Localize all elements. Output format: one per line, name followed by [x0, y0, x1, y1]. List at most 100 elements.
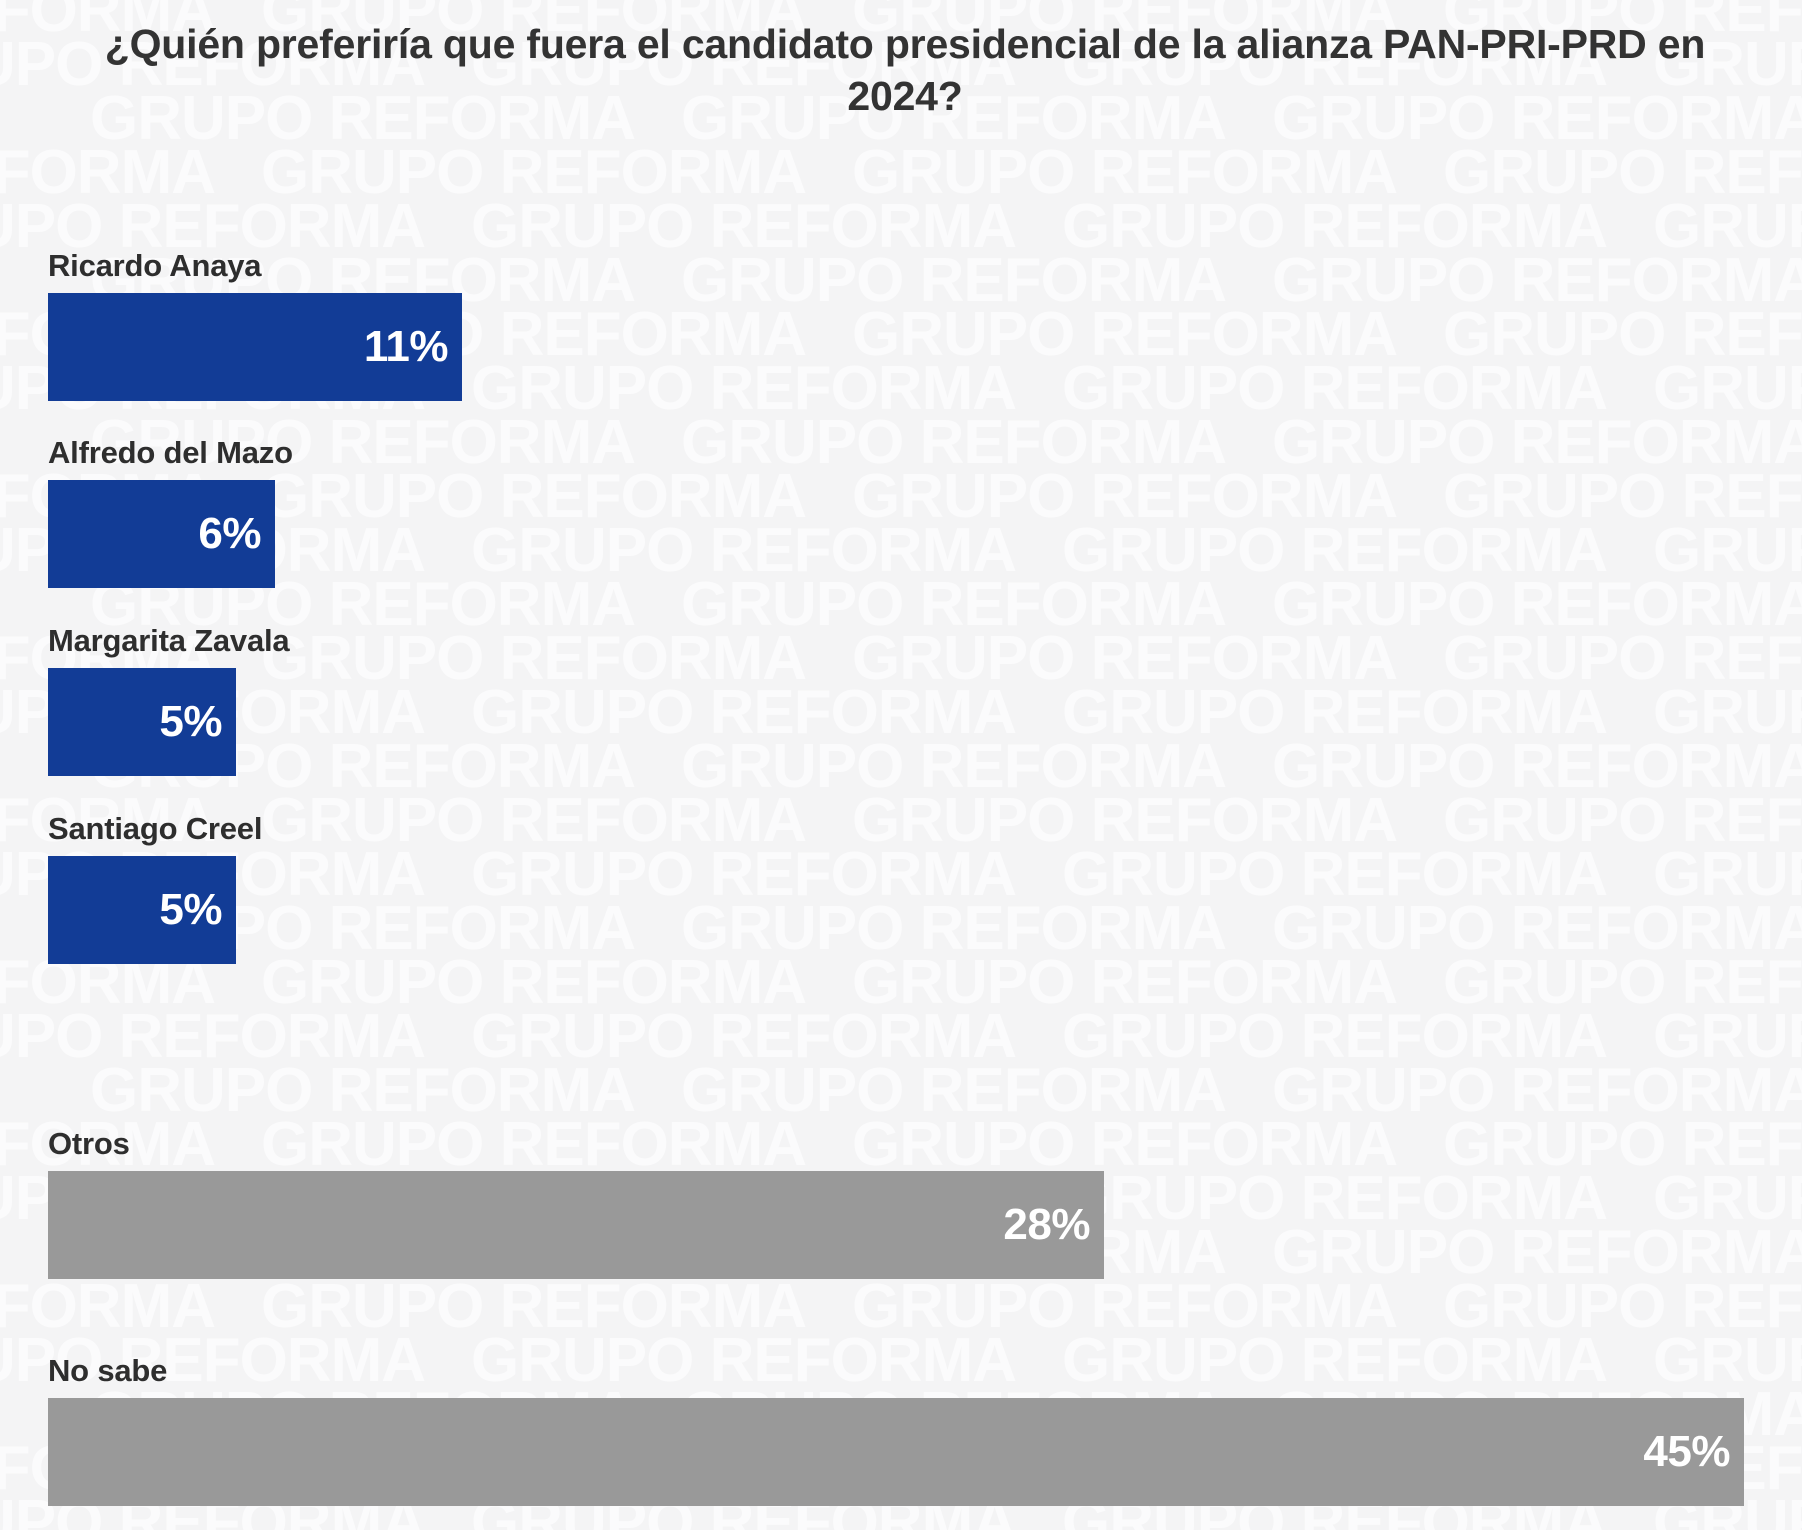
watermark-text: GRUPO REFORMA — [1062, 30, 1608, 99]
watermark-text: GRUPO REFORMA — [90, 408, 636, 477]
bar-value-label: 5% — [159, 697, 222, 746]
watermark-text: GRUPO REFORMA — [852, 786, 1398, 855]
bar-fill[interactable]: 28% — [48, 1171, 1104, 1279]
bar-fill[interactable]: 5% — [48, 856, 236, 964]
watermark-text: GRUPO REFORMA — [261, 948, 807, 1017]
watermark-text: GRUPO REFORMA — [1272, 408, 1802, 477]
watermark-text: GRUPO REFORMA — [1653, 1002, 1802, 1071]
watermark-text: GRUPO REFORMA — [471, 192, 1017, 261]
bar-category-label: Ricardo Anaya — [48, 248, 262, 283]
watermark-text: GRUPO REFORMA — [1062, 354, 1608, 423]
watermark-text: GRUPO REFORMA — [681, 894, 1227, 963]
watermark-text: GRUPO REFORMA — [1653, 1326, 1802, 1395]
watermark-text: GRUPO REFORMA — [261, 1110, 807, 1179]
watermark-text: GRUPO REFORMA — [261, 0, 807, 45]
watermark-text: GRUPO REFORMA — [1653, 192, 1802, 261]
watermark-text: GRUPO REFORMA — [0, 786, 216, 855]
watermark-text: GRUPO REFORMA — [0, 192, 426, 261]
watermark-text: GRUPO REFORMA — [471, 840, 1017, 909]
watermark-text: GRUPO REFORMA — [1443, 300, 1802, 369]
watermark-text: GRUPO REFORMA — [90, 84, 636, 153]
bar-group: Margarita Zavala 5% — [48, 623, 290, 776]
watermark-text: GRUPO REFORMA — [0, 138, 216, 207]
watermark-text: GRUPO REFORMA — [852, 624, 1398, 693]
watermark-text: GRUPO REFORMA — [1062, 516, 1608, 585]
bar-value-label: 5% — [159, 885, 222, 934]
bar-value-label: 28% — [1003, 1200, 1090, 1249]
watermark-text: GRUPO REFORMA — [471, 354, 1017, 423]
bar-track: 45% — [48, 1398, 1744, 1506]
bar-category-label: Margarita Zavala — [48, 623, 290, 658]
bar-group: Otros 28% — [48, 1126, 1104, 1279]
watermark-text: GRUPO REFORMA — [1062, 840, 1608, 909]
watermark-text: GRUPO REFORMA — [1443, 462, 1802, 531]
watermark-text: GRUPO REFORMA — [0, 0, 216, 45]
watermark-text: GRUPO REFORMA — [852, 462, 1398, 531]
watermark-text: GRUPO REFORMA — [261, 1272, 807, 1341]
bar-fill[interactable]: 5% — [48, 668, 236, 776]
watermark-text: GRUPO REFORMA — [852, 138, 1398, 207]
bar-category-label: Santiago Creel — [48, 811, 263, 846]
watermark-text: GRUPO REFORMA — [1062, 678, 1608, 747]
watermark-text: GRUPO REFORMA — [1443, 1272, 1802, 1341]
watermark-text: GRUPO REFORMA — [852, 948, 1398, 1017]
watermark-text: GRUPO REFORMA — [1272, 1218, 1802, 1287]
watermark-text: GRUPO REFORMA — [1443, 624, 1802, 693]
watermark-text: GRUPO REFORMA — [261, 462, 807, 531]
watermark-text: GRUPO REFORMA — [261, 624, 807, 693]
watermark-text: GRUPO REFORMA — [471, 1326, 1017, 1395]
watermark-text: GRUPO REFORMA — [0, 30, 426, 99]
bar-fill[interactable]: 6% — [48, 480, 275, 588]
watermark-text: GRUPO REFORMA — [1062, 1002, 1608, 1071]
watermark-text: GRUPO REFORMA — [1653, 678, 1802, 747]
watermark-text: GRUPO REFORMA — [1062, 1326, 1608, 1395]
watermark-text: GRUPO REFORMA — [0, 1272, 216, 1341]
bar-category-label: Alfredo del Mazo — [48, 435, 293, 470]
watermark-text: GRUPO REFORMA — [852, 300, 1398, 369]
bar-group: Alfredo del Mazo 6% — [48, 437, 293, 588]
bar-track: 6% — [48, 480, 293, 588]
bar-fill[interactable]: 45% — [48, 1398, 1744, 1506]
watermark-text: GRUPO REFORMA — [1443, 786, 1802, 855]
watermark-text: GRUPO REFORMA — [1443, 138, 1802, 207]
watermark-text: GRUPO REFORMA — [681, 570, 1227, 639]
watermark-text: GRUPO REFORMA — [681, 1056, 1227, 1125]
watermark-text: GRUPO REFORMA — [471, 516, 1017, 585]
watermark-text: GRUPO REFORMA — [681, 732, 1227, 801]
watermark-text: GRUPO REFORMA — [1272, 894, 1802, 963]
bar-fill[interactable]: 11% — [48, 293, 462, 401]
bar-value-label: 45% — [1643, 1427, 1730, 1476]
watermark-text: GRUPO REFORMA — [681, 408, 1227, 477]
watermark-text: GRUPO REFORMA — [1272, 84, 1802, 153]
watermark-text: GRUPO REFORMA — [90, 1056, 636, 1125]
watermark-text: GRUPO REFORMA — [1443, 1110, 1802, 1179]
bar-category-label: Otros — [48, 1126, 130, 1161]
watermark-text: GRUPO REFORMA — [1062, 192, 1608, 261]
watermark-text: GRUPO REFORMA — [1653, 840, 1802, 909]
watermark-text: GRUPO REFORMA — [852, 0, 1398, 45]
watermark-text: GRUPO REFORMA — [0, 1326, 426, 1395]
watermark-text: GRUPO REFORMA — [1653, 354, 1802, 423]
watermark-text: GRUPO REFORMA — [1272, 1056, 1802, 1125]
bar-category-label: No sabe — [48, 1353, 168, 1388]
watermark-text: GRUPO REFORMA — [681, 246, 1227, 315]
chart-title: ¿Quién preferiría que fuera el candidato… — [104, 21, 1706, 120]
bar-group: Ricardo Anaya 11% — [48, 248, 462, 401]
watermark-text: GRUPO REFORMA — [1653, 1164, 1802, 1233]
